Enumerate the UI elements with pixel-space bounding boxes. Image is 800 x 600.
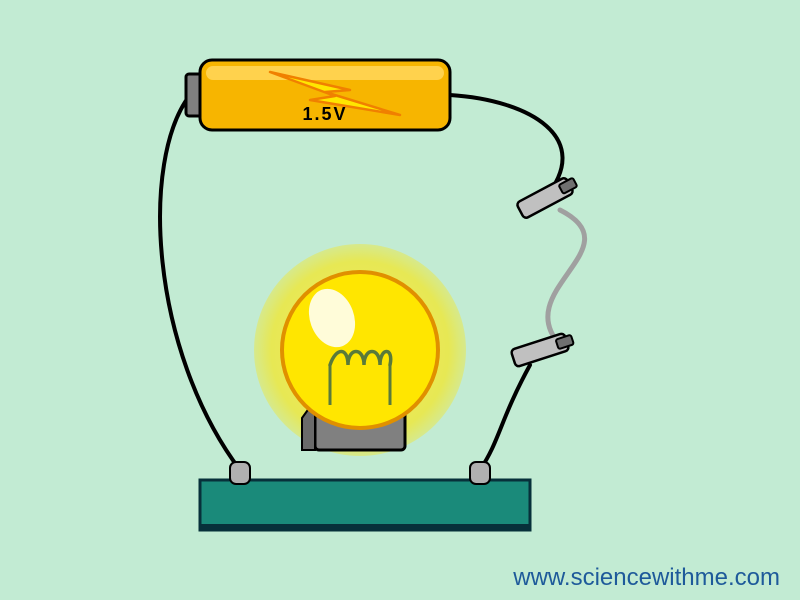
battery-highlight [206, 66, 444, 80]
bulb-glass [282, 272, 438, 428]
platform [200, 480, 530, 530]
watermark: www.sciencewithme.com [512, 564, 780, 591]
platform-edge [200, 524, 530, 530]
terminal [230, 462, 250, 484]
battery-label: 1.5V [302, 104, 347, 124]
terminal [470, 462, 490, 484]
